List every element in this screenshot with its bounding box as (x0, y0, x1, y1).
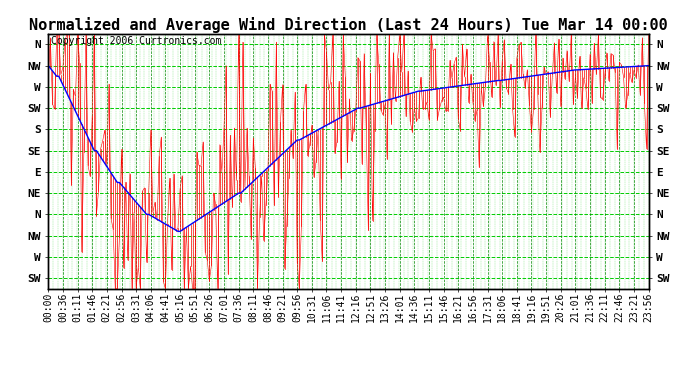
Title: Normalized and Average Wind Direction (Last 24 Hours) Tue Mar 14 00:00: Normalized and Average Wind Direction (L… (29, 16, 668, 33)
Text: Copyright 2006 Curtronics.com: Copyright 2006 Curtronics.com (51, 36, 221, 46)
